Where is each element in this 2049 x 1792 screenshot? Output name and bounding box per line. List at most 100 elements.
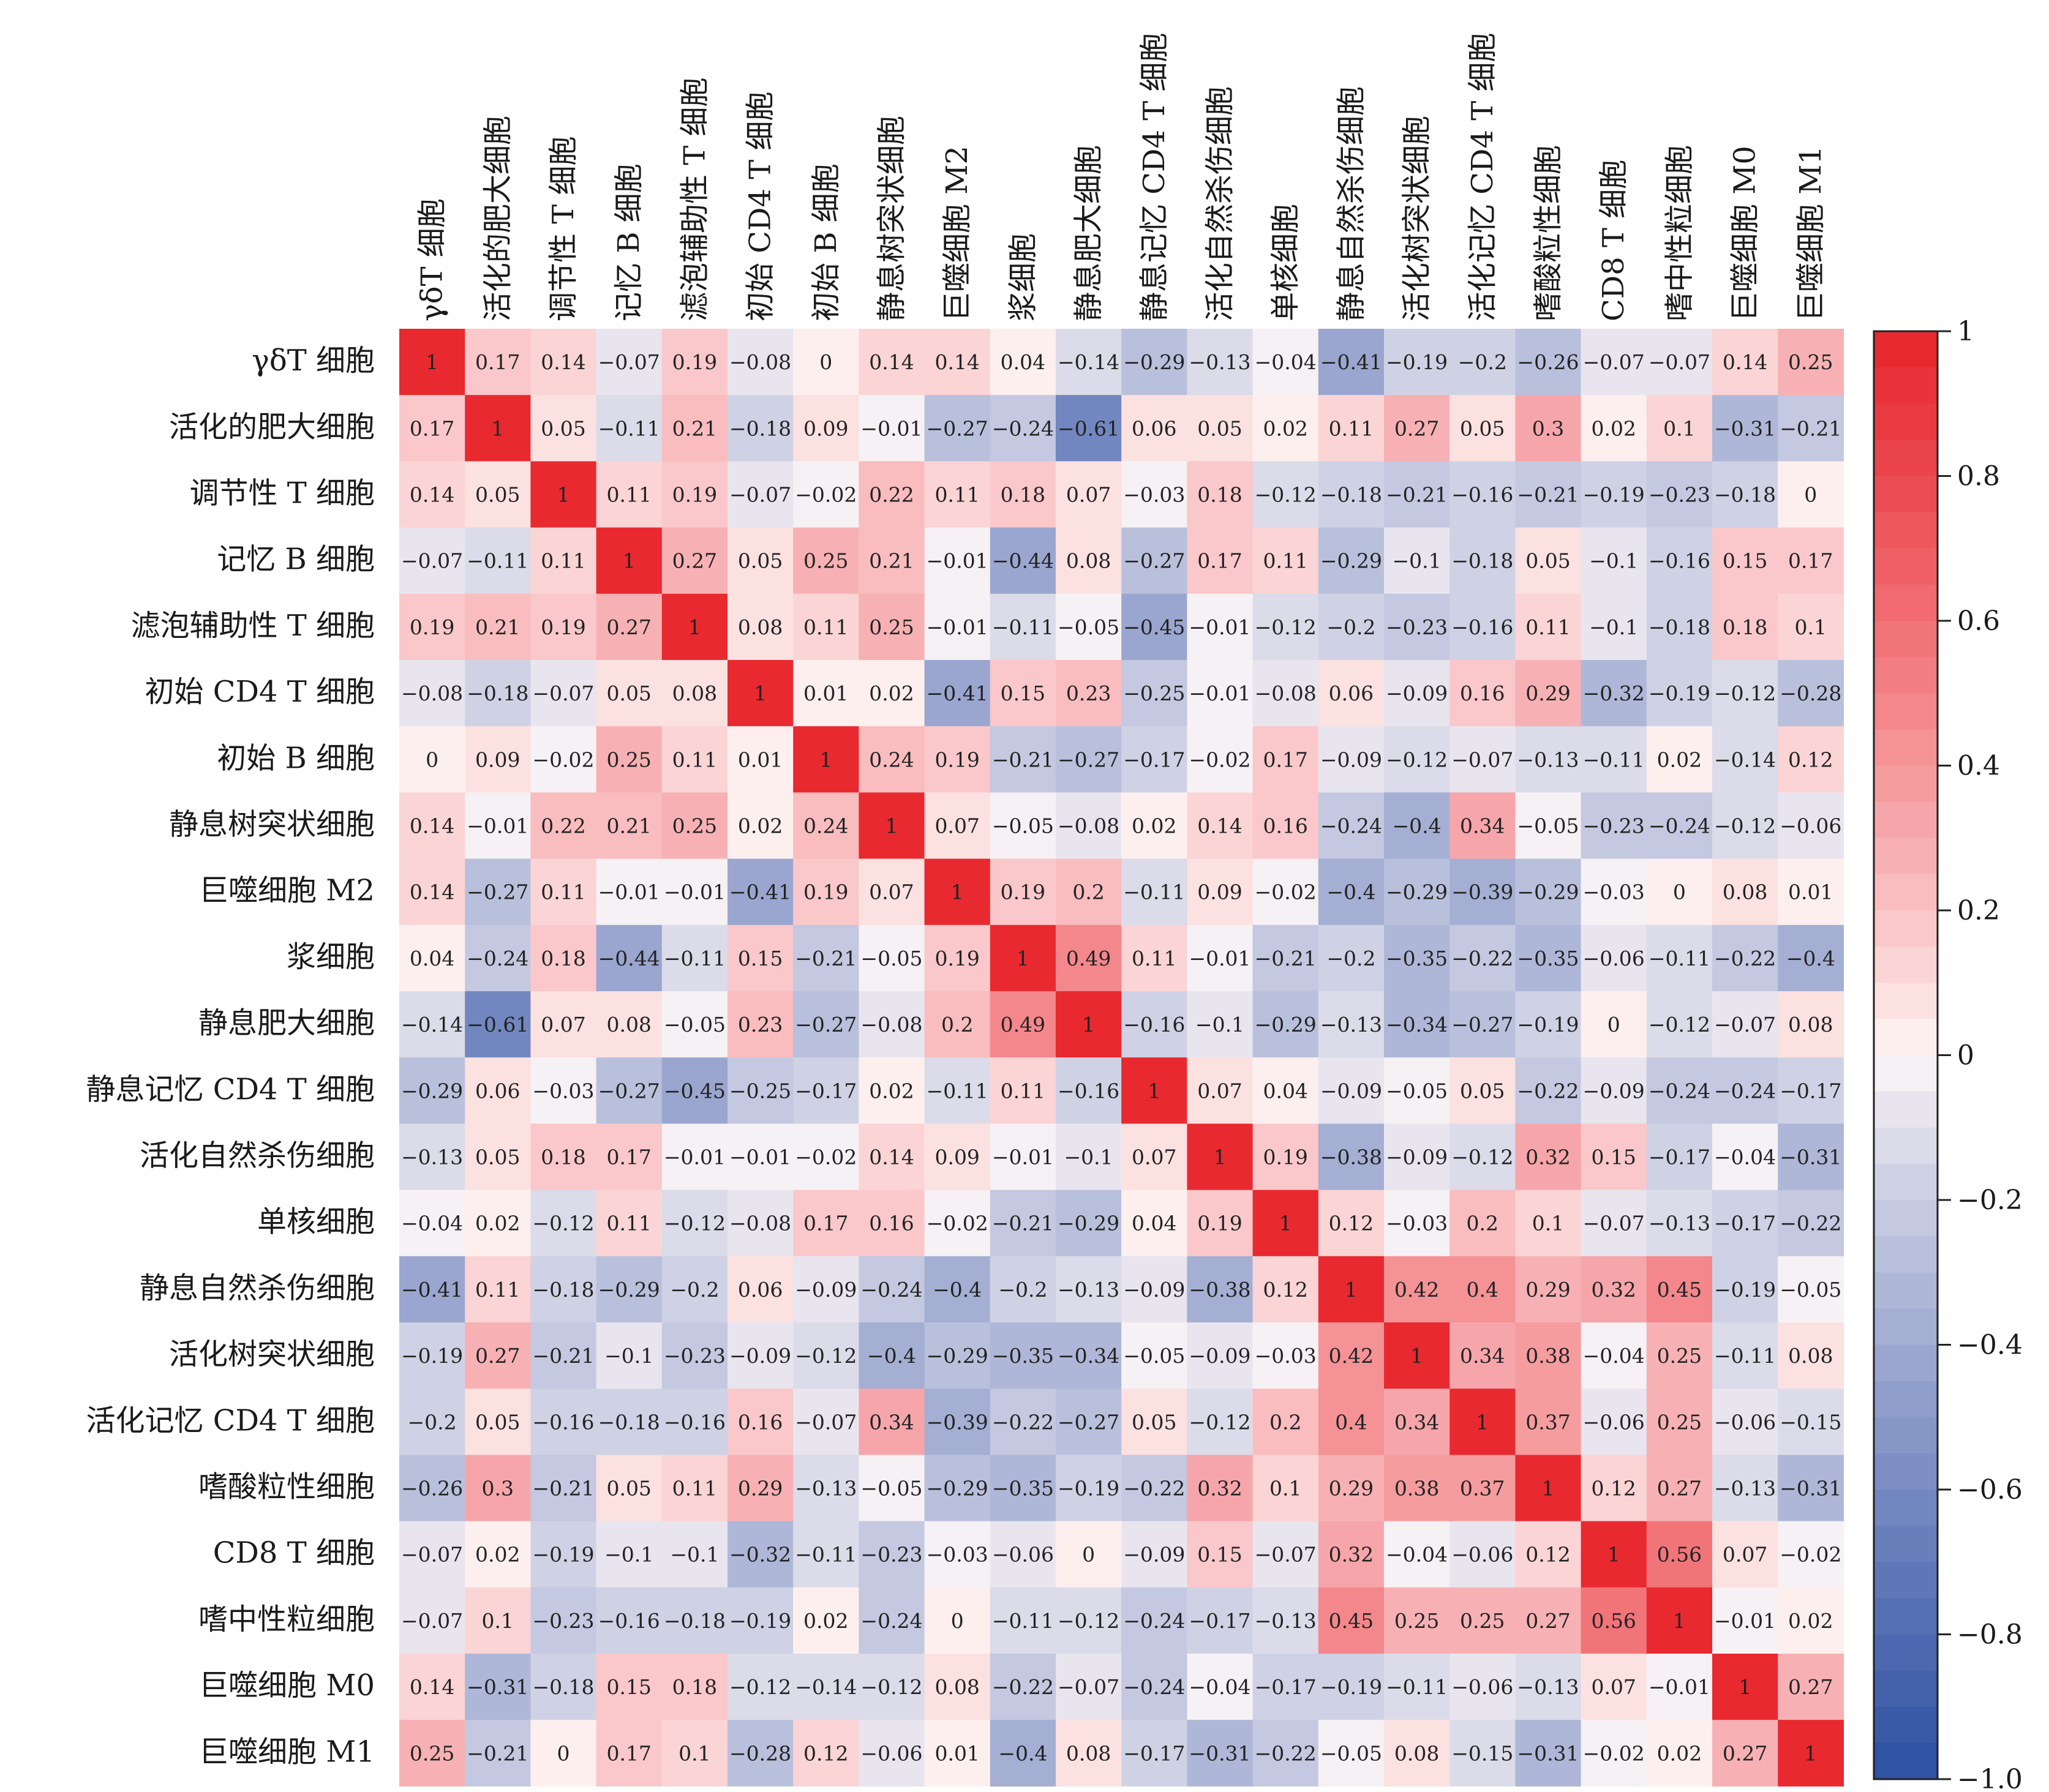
cell-value-label: −0.2: [1326, 947, 1375, 970]
cell-value-label: 0.12: [1591, 1477, 1636, 1501]
heatmap-cell: [1646, 1720, 1713, 1786]
cell-value-label: −0.04: [401, 1212, 463, 1235]
cell-value-label: −0.05: [992, 814, 1054, 838]
heatmap-cell: [1187, 1654, 1254, 1720]
cell-value-label: −0.41: [927, 681, 988, 705]
heatmap-cell: [793, 1455, 859, 1522]
heatmap-cell: [924, 1256, 991, 1323]
cell-value-label: −0.14: [1714, 748, 1776, 771]
heatmap-cell: [596, 527, 663, 594]
cell-value-label: −0.21: [992, 748, 1054, 771]
colorbar-tick-label: −0.6: [1957, 1474, 2023, 1505]
cell-value-label: −0.24: [1714, 1079, 1776, 1103]
cell-value-label: −0.24: [1123, 1675, 1185, 1699]
column-label: 活化自然杀伤细胞: [1203, 86, 1237, 321]
heatmap-cell: [1121, 1587, 1187, 1654]
cell-value-label: 1: [951, 880, 964, 904]
cell-value-label: 0.16: [1460, 681, 1505, 705]
cell-value-label: 0: [557, 1741, 570, 1765]
cell-value-label: −0.07: [1714, 1013, 1776, 1037]
cell-value-label: 0.19: [934, 748, 979, 771]
heatmap-cell: [1252, 1654, 1319, 1720]
cell-value-label: −0.15: [1451, 1741, 1513, 1765]
cell-value-label: 0.02: [869, 1079, 914, 1103]
heatmap-cell: [465, 1256, 531, 1323]
heatmap-cell: [1449, 1256, 1516, 1323]
cell-value-label: 0.2: [1072, 880, 1104, 904]
cell-value-label: −0.1: [1589, 615, 1638, 639]
heatmap-cell: [1712, 660, 1778, 727]
cell-value-label: −0.13: [1320, 1013, 1382, 1037]
heatmap-cell: [859, 1654, 925, 1720]
heatmap-cell: [596, 1256, 663, 1323]
cell-value-label: −0.06: [860, 1741, 922, 1765]
heatmap-cell: [1581, 924, 1647, 992]
heatmap-cell: [1121, 1057, 1187, 1124]
heatmap-cell: [530, 1190, 597, 1257]
heatmap-cell: [1384, 924, 1450, 992]
cell-value-label: 0.14: [410, 880, 454, 904]
row-label: 嗜酸粒性细胞: [198, 1470, 375, 1504]
heatmap-cell: [1252, 924, 1319, 992]
cell-value-label: −0.07: [1649, 350, 1710, 374]
cell-value-label: 0.37: [1460, 1477, 1505, 1501]
cell-value-label: −0.18: [1714, 483, 1776, 507]
cell-value-label: 0.08: [1788, 1013, 1833, 1037]
cell-value-label: 0.56: [1657, 1543, 1702, 1567]
cell-value-label: −0.12: [1386, 748, 1448, 771]
heatmap-cell: [1318, 1521, 1385, 1588]
heatmap-cell: [465, 1720, 531, 1786]
cell-value-label: −0.12: [1058, 1609, 1119, 1633]
cell-value-label: −0.21: [1386, 483, 1448, 507]
cell-value-label: −0.05: [1780, 1278, 1841, 1302]
heatmap-cell: [1252, 1521, 1319, 1588]
cell-value-label: 0.38: [1394, 1477, 1439, 1501]
cell-value-label: −0.21: [795, 947, 857, 970]
heatmap-cell: [1712, 527, 1778, 594]
cell-value-label: 0.32: [1329, 1543, 1374, 1567]
cell-value-label: −0.13: [1058, 1278, 1119, 1302]
heatmap-cell: [1581, 792, 1647, 860]
heatmap-cell: [1121, 1256, 1187, 1323]
heatmap-cell: [1712, 1521, 1778, 1588]
heatmap-cell: [1121, 858, 1187, 926]
cell-value-label: −0.11: [1649, 947, 1710, 970]
heatmap-cell: [1712, 1455, 1778, 1522]
cell-value-label: −0.11: [992, 615, 1054, 639]
heatmap-cell: [924, 1322, 991, 1389]
heatmap-cell: [1646, 1057, 1713, 1124]
heatmap-cell: [1778, 1322, 1844, 1389]
heatmap-cell: [924, 1389, 991, 1455]
heatmap-cell: [1449, 1455, 1516, 1522]
cell-value-label: 0.07: [869, 880, 914, 904]
cell-value-label: −0.18: [1320, 483, 1382, 507]
cell-value-label: 1: [1082, 1013, 1095, 1037]
cell-value-label: −0.02: [1255, 880, 1317, 904]
row-label: 滤泡辅助性 T 细胞: [130, 609, 375, 643]
heatmap-cell: [1449, 1654, 1516, 1720]
cell-value-label: 0.11: [803, 615, 848, 639]
heatmap-cell: [727, 527, 794, 594]
heatmap-cell: [661, 660, 728, 727]
heatmap-cell: [1318, 991, 1385, 1058]
cell-value-label: −0.31: [1189, 1741, 1250, 1765]
cell-value-label: −0.18: [1451, 549, 1513, 573]
column-label: 活化的肥大细胞: [481, 116, 515, 321]
cell-value-label: 0.11: [672, 748, 717, 771]
cell-value-label: −0.01: [992, 1145, 1054, 1169]
heatmap-cell: [465, 726, 531, 793]
heatmap-cell: [1712, 593, 1778, 661]
colorbar-step: [1874, 801, 1938, 839]
cell-value-label: 0.08: [934, 1675, 979, 1699]
row-label: 记忆 B 细胞: [217, 542, 375, 577]
heatmap-cell: [1581, 1587, 1647, 1654]
cell-value-label: −0.24: [1649, 814, 1710, 838]
heatmap-cell: [1121, 527, 1187, 594]
cell-value-label: 0.19: [1197, 1212, 1242, 1235]
cell-value-label: 0.05: [475, 483, 520, 507]
heatmap-cell: [1318, 1190, 1385, 1257]
heatmap-cell: [661, 1654, 728, 1720]
cell-value-label: −0.45: [1123, 615, 1185, 639]
heatmap-cell: [661, 1057, 728, 1124]
heatmap-cell: [1646, 1389, 1713, 1455]
